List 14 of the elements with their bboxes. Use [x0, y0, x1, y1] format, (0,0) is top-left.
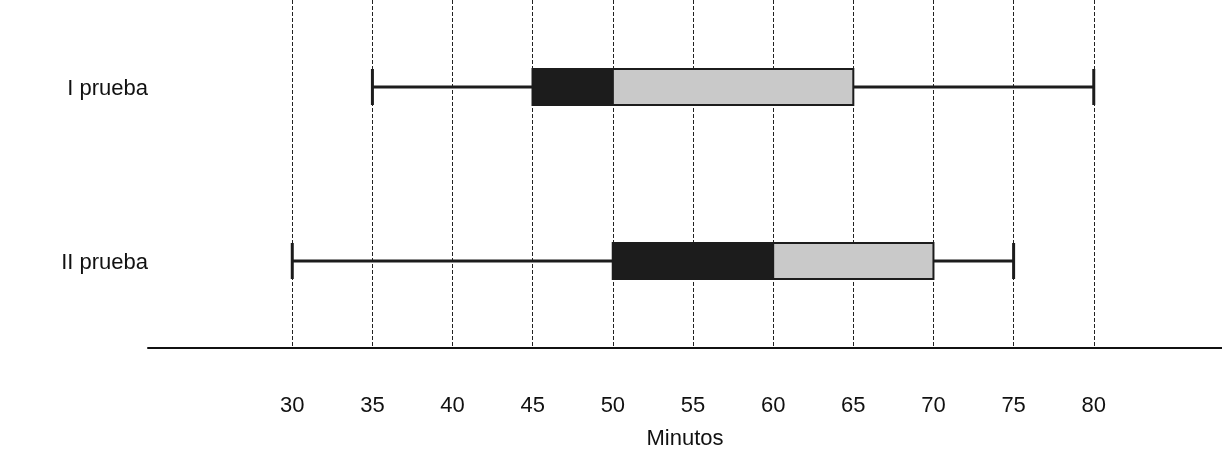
- x-tick-label: 40: [440, 391, 465, 417]
- x-tick-label: 80: [1081, 391, 1106, 417]
- x-tick-label: 35: [360, 391, 385, 417]
- x-tick-label: 45: [520, 391, 545, 417]
- x-tick-label: 75: [1001, 391, 1026, 417]
- x-axis-title: Minutos: [646, 424, 724, 450]
- x-tick-label: 50: [600, 391, 626, 417]
- x-tick-label: 30: [280, 391, 305, 417]
- x-tick-label: 55: [680, 391, 706, 417]
- y-tick-label: I prueba: [67, 74, 149, 100]
- x-tick-label: 70: [921, 391, 946, 417]
- x-tick-label: 65: [841, 391, 866, 417]
- x-tick-label: 60: [760, 391, 786, 417]
- y-tick-label: II prueba: [61, 248, 149, 274]
